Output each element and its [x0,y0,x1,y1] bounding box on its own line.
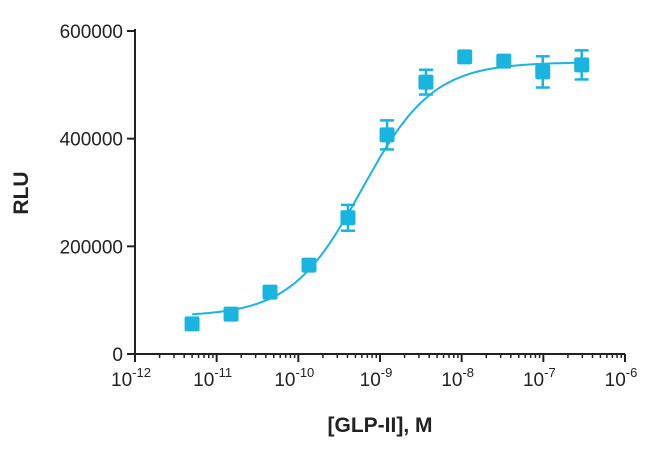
fit-curve-group [192,61,582,316]
x-tick-exponent: -6 [626,365,638,380]
x-tick-label: 10-11 [193,365,232,391]
x-axis-label: [GLP-II], M [328,414,433,437]
data-point [184,316,200,332]
data-point [457,49,473,65]
y-tick-label: 0 [112,345,123,366]
x-tick-exponent: -8 [462,365,474,380]
data-point [574,57,590,73]
fit-curve [192,61,582,316]
data-point [379,127,395,143]
data-point [223,306,239,322]
x-tick-label: 10-10 [274,365,314,391]
x-tick-exponent: -9 [381,365,393,380]
data-point [340,210,356,226]
y-axis-label: RLU [10,171,33,214]
y-tick-label: 400000 [60,130,123,151]
data-point [301,257,317,273]
x-tick-label: 10-7 [523,365,556,391]
y-tick-label: 200000 [60,237,123,258]
x-tick-label: 10-9 [360,365,393,391]
x-tick-exponent: -11 [214,365,232,380]
x-tick-exponent: -10 [296,365,315,380]
data-points [184,49,590,332]
x-tick-label: 10-12 [111,365,151,391]
data-point [496,53,512,69]
data-point [418,74,434,90]
x-tick-exponent: -7 [544,365,556,380]
data-point [262,284,278,300]
x-tick-label: 10-8 [441,365,474,391]
data-point [535,64,551,80]
x-tick-exponent: -12 [132,365,151,380]
y-tick-label: 600000 [60,22,123,43]
x-tick-label: 10-6 [605,365,638,391]
